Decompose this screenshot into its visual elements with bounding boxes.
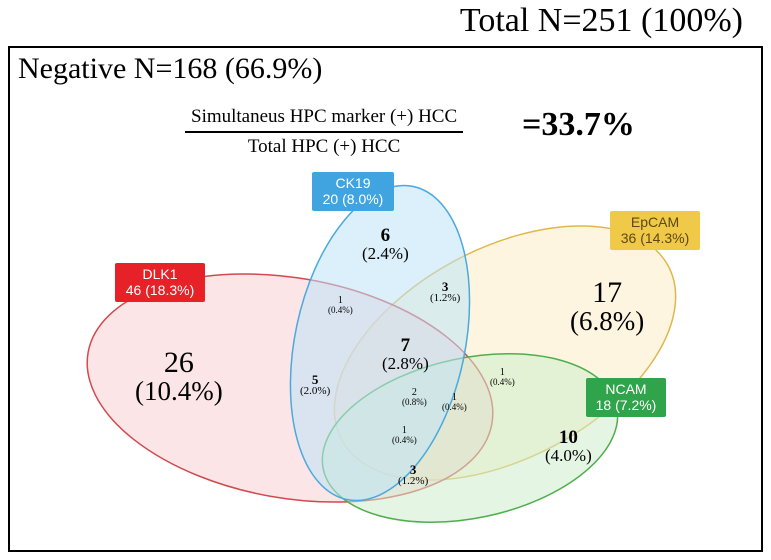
region-epcam_only: 17(6.8%) [570, 278, 644, 335]
region-all4: 2(0.8%) [402, 388, 427, 407]
tag-ncam: NCAM 18 (7.2%) [586, 378, 666, 417]
region-ck19_ep_nc: 1(0.4%) [442, 393, 467, 412]
region-dlk1_only-pct: (10.4%) [135, 378, 223, 405]
region-ck19_ep_nc-pct: (0.4%) [442, 403, 467, 412]
region-ep_ncam-pct: (0.4%) [490, 378, 515, 387]
tag-epcam-count: 36 (14.3%) [618, 230, 692, 246]
region-dlk1_only: 26(10.4%) [135, 348, 223, 405]
region-epcam_only-pct: (6.8%) [570, 308, 644, 335]
region-ncam_only-pct: (4.0%) [545, 447, 592, 464]
tag-dlk1: DLK1 46 (18.3%) [115, 263, 205, 302]
tag-epcam: EpCAM 36 (14.3%) [610, 211, 700, 250]
region-ck19_only-n: 6 [362, 226, 409, 245]
tag-ck19-name: CK19 [320, 175, 386, 191]
region-ck19_epcam: 3(1.2%) [430, 280, 460, 304]
region-ncam_only: 10(4.0%) [545, 428, 592, 464]
region-epcam_only-n: 17 [570, 278, 644, 308]
region-dlk1_ep_nc: 1(0.4%) [392, 426, 417, 445]
region-ck19_only: 6(2.4%) [362, 226, 409, 262]
region-dlk1_only-n: 26 [135, 348, 223, 378]
tag-epcam-name: EpCAM [618, 214, 692, 230]
region-ep_ncam: 1(0.4%) [490, 368, 515, 387]
tag-dlk1-count: 46 (18.3%) [123, 282, 197, 298]
region-dlk1_ck19_ep-pct: (2.8%) [382, 355, 429, 372]
region-dlk1_ncam-pct: (1.2%) [398, 476, 428, 487]
region-dlk1_ncam: 3(1.2%) [398, 463, 428, 487]
region-dlk1_ep_nc-pct: (0.4%) [392, 436, 417, 445]
region-ck19_epcam-pct: (1.2%) [430, 293, 460, 304]
region-all4-pct: (0.8%) [402, 398, 427, 407]
tag-ck19: CK19 20 (8.0%) [312, 172, 394, 211]
region-dlk1_epcam-pct: (2.0%) [300, 386, 330, 397]
region-dlk1_ck19: 1(0.4%) [328, 296, 353, 315]
region-ck19_only-pct: (2.4%) [362, 245, 409, 262]
tag-ncam-count: 18 (7.2%) [594, 397, 658, 413]
region-dlk1_ck19_ep: 7(2.8%) [382, 336, 429, 372]
tag-ncam-name: NCAM [594, 381, 658, 397]
region-dlk1_epcam: 5(2.0%) [300, 373, 330, 397]
region-dlk1_ck19_ep-n: 7 [382, 336, 429, 355]
tag-ck19-count: 20 (8.0%) [320, 191, 386, 207]
region-dlk1_ck19-pct: (0.4%) [328, 306, 353, 315]
tag-dlk1-name: DLK1 [123, 266, 197, 282]
total-title: Total N=251 (100%) [460, 2, 743, 40]
region-ncam_only-n: 10 [545, 428, 592, 447]
outer-frame: Negative N=168 (66.9%) Simultaneus HPC m… [8, 46, 763, 552]
